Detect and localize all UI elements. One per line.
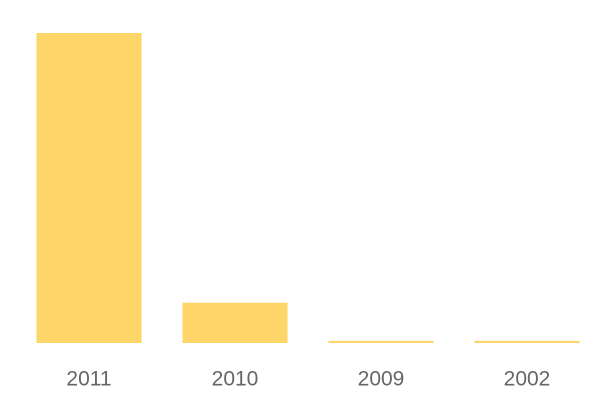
- bar: [328, 340, 434, 343]
- bar: [36, 33, 142, 343]
- bar: [474, 340, 580, 343]
- bar: [182, 302, 288, 343]
- x-tick-label: 2010: [212, 368, 259, 391]
- x-tick-label: 2011: [66, 368, 111, 391]
- x-tick-label: 2002: [504, 368, 551, 391]
- x-tick-label: 2009: [358, 368, 405, 391]
